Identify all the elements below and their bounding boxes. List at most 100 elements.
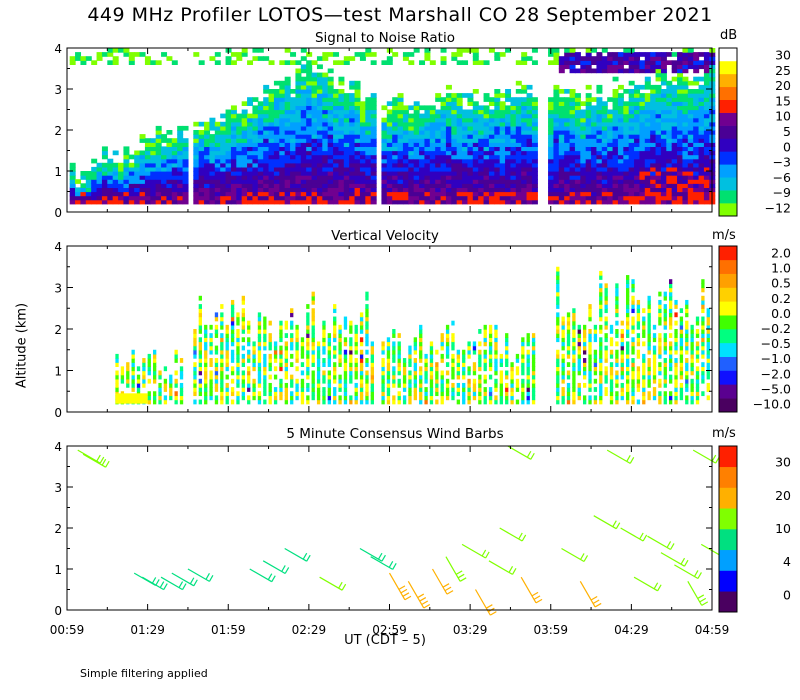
snr-cell [628,179,635,184]
snr-cell [612,105,619,111]
velocity-cell [631,324,635,330]
snr-cell [333,195,340,201]
snr-cell [639,166,646,172]
snr-cell [623,179,630,184]
velocity-cell [642,308,646,314]
snr-cell [365,191,372,197]
velocity-cell [343,337,348,343]
snr-cell [655,179,662,184]
velocity-cell [566,349,571,355]
snr-cell [499,125,506,131]
snr-cell [370,97,377,102]
snr-cell [354,179,361,184]
velocity-cell [343,395,348,401]
velocity-cell [397,362,401,367]
velocity-cell [526,366,530,372]
snr-cell [284,48,291,53]
snr-cell [666,146,673,152]
snr-cell [128,187,135,193]
snr-cell [617,150,624,156]
velocity-cell [295,341,299,347]
velocity-cell [679,362,684,367]
snr-cell [628,158,635,164]
snr-cell [505,134,512,139]
snr-cell [279,89,286,94]
velocity-cell [322,387,326,392]
velocity-cell [658,320,662,326]
velocity-cell [583,329,587,334]
snr-cell [526,134,533,139]
velocity-cell [419,370,423,376]
velocity-cell [370,353,374,359]
velocity-cell [583,374,587,380]
snr-cell [617,175,624,180]
snr-cell [671,125,678,131]
snr-cell [247,179,254,184]
snr-cell [472,154,479,160]
velocity-cell [174,358,178,363]
velocity-cell [701,320,705,326]
velocity-cell [284,366,288,372]
snr-cell [472,117,479,123]
snr-cell [128,154,135,160]
velocity-cell [577,324,581,330]
snr-cell [607,183,614,188]
snr-cell [268,60,275,65]
snr-cell [273,113,280,119]
snr-cell [569,121,576,127]
snr-cell [660,109,667,115]
snr-cell [521,171,528,176]
velocity-cell [620,366,624,372]
snr-cell [333,138,340,143]
snr-cell [687,166,694,172]
velocity-cell [257,312,262,318]
snr-cell [198,142,205,147]
velocity-cell [386,378,391,384]
snr-cell [204,154,211,160]
velocity-cell [247,387,251,392]
snr-cell [311,150,318,156]
snr-cell [569,142,576,147]
snr-cell [268,109,275,115]
velocity-cell [284,345,288,351]
snr-cell [241,109,248,115]
velocity-cell [609,374,614,380]
velocity-cell [236,399,240,405]
velocity-cell [556,399,560,405]
snr-cell [585,171,592,176]
snr-cell [354,93,361,98]
snr-cell [499,187,506,193]
velocity-cell [472,382,477,388]
snr-cell [687,125,694,131]
velocity-cell [521,378,525,384]
snr-cell [370,183,377,188]
velocity-cell [566,312,571,318]
snr-cell [698,52,705,57]
snr-cell [327,76,334,82]
snr-cell [698,158,705,164]
snr-cell [655,158,662,164]
velocity-cell [706,333,710,338]
velocity-cell [588,333,592,338]
snr-cell [682,101,689,106]
snr-cell [671,195,678,201]
snr-cell [467,162,474,168]
velocity-cell [204,382,208,388]
snr-cell [558,125,565,131]
velocity-cell [494,324,498,330]
velocity-cell [279,382,283,388]
snr-cell [639,52,646,57]
snr-cell [182,195,189,201]
snr-cell [580,101,587,106]
velocity-cell [572,312,576,318]
snr-cell [445,130,452,135]
snr-cell [553,56,560,61]
snr-cell [252,171,259,176]
velocity-cell [706,341,710,347]
snr-cell [607,154,614,160]
velocity-cell [577,341,581,347]
velocity-cell [263,329,267,334]
snr-cell [558,134,565,139]
snr-cell [419,191,426,197]
velocity-cell [566,320,571,326]
